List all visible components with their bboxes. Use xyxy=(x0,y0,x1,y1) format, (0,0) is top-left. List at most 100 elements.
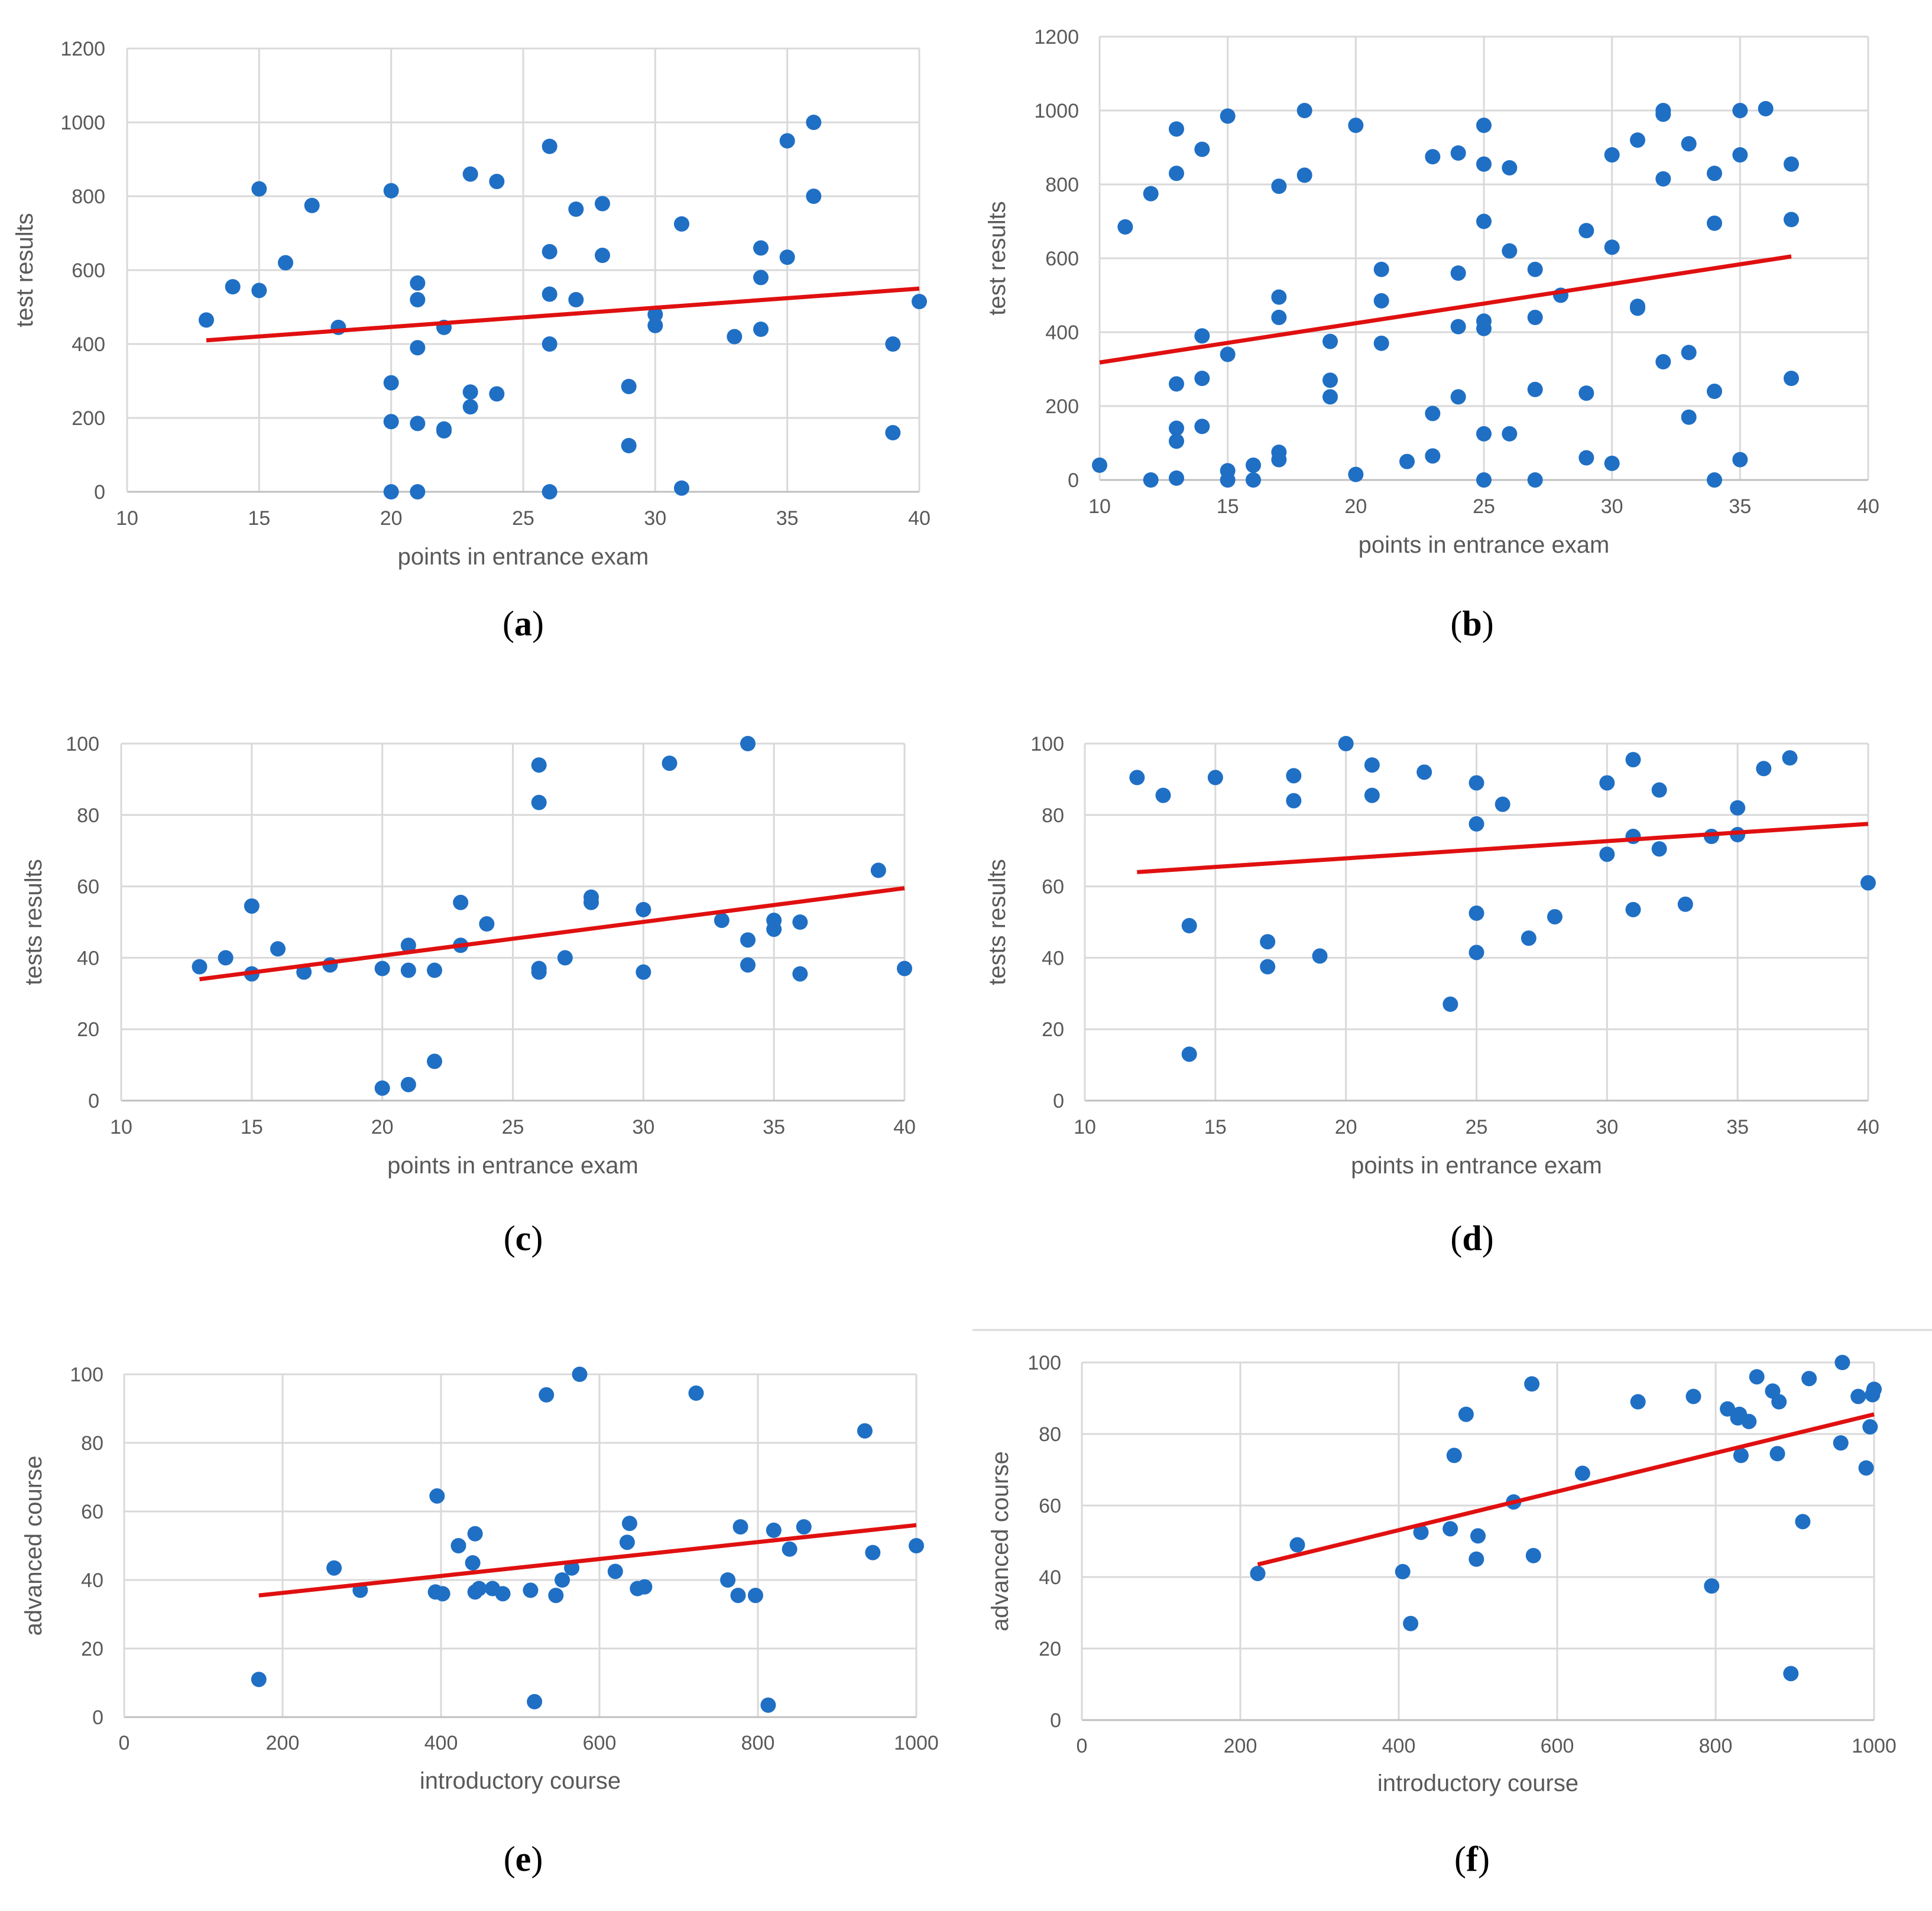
x-tick-label: 200 xyxy=(266,1732,300,1754)
y-axis-title: test results xyxy=(984,201,1010,315)
data-point xyxy=(1574,1465,1590,1481)
x-tick-label: 10 xyxy=(116,507,138,530)
data-point xyxy=(766,922,782,937)
data-point xyxy=(1260,934,1276,950)
data-point xyxy=(1246,472,1261,488)
data-point xyxy=(619,1534,635,1550)
data-point xyxy=(1749,1369,1765,1385)
data-point xyxy=(1446,1448,1462,1464)
data-point xyxy=(251,283,267,299)
data-point xyxy=(674,216,689,232)
data-point xyxy=(374,961,390,976)
data-point xyxy=(1129,770,1145,786)
y-tick-label: 20 xyxy=(77,1018,99,1041)
data-point xyxy=(753,322,769,337)
data-point xyxy=(1271,310,1287,325)
x-tick-label: 1000 xyxy=(894,1732,939,1754)
y-tick-label: 400 xyxy=(1045,322,1079,344)
data-point xyxy=(400,962,416,978)
x-tick-label: 25 xyxy=(1473,495,1495,518)
y-tick-label: 80 xyxy=(1042,804,1064,827)
data-point xyxy=(542,484,557,499)
x-tick-label: 35 xyxy=(1726,1116,1749,1138)
data-point xyxy=(607,1563,623,1579)
data-point xyxy=(1469,945,1484,961)
y-tick-label: 80 xyxy=(77,804,99,827)
data-point xyxy=(1194,418,1210,434)
data-point xyxy=(753,240,769,256)
data-point xyxy=(1599,846,1615,862)
data-point xyxy=(595,248,610,263)
data-point xyxy=(548,1588,564,1604)
data-point xyxy=(595,196,610,212)
data-point xyxy=(410,292,426,307)
trendline xyxy=(1099,254,1792,365)
data-point xyxy=(1413,1524,1429,1540)
data-point xyxy=(1834,1355,1850,1370)
data-point xyxy=(557,950,573,966)
x-tick-label: 15 xyxy=(1204,1116,1227,1138)
data-point xyxy=(1169,470,1184,486)
y-tick-label: 60 xyxy=(81,1501,103,1523)
x-tick-label: 10 xyxy=(1074,1116,1096,1138)
data-point xyxy=(1655,171,1671,187)
y-tick-label: 0 xyxy=(1053,1090,1064,1112)
chart-b: 10 15 20 25 30 35 40020040060080010001200point… xyxy=(984,26,1879,643)
y-axis-title: test results xyxy=(12,213,38,327)
y-tick-label: 40 xyxy=(77,947,99,969)
y-tick-label: 800 xyxy=(72,186,105,208)
data-point xyxy=(1502,243,1518,259)
data-point xyxy=(1117,219,1133,235)
y-tick-label: 80 xyxy=(81,1432,103,1455)
data-point xyxy=(1707,215,1722,231)
data-point xyxy=(865,1545,881,1560)
data-point xyxy=(1470,1528,1486,1544)
y-tick-label: 0 xyxy=(1050,1709,1061,1732)
data-point xyxy=(218,950,234,966)
data-point xyxy=(1850,1388,1866,1404)
chart-d: 10 15 20 25 30 35 40 0 20 40 60 80 100 points in entr… xyxy=(984,733,1879,1258)
data-point xyxy=(1260,959,1276,975)
data-point xyxy=(1630,1394,1646,1410)
data-point xyxy=(857,1423,873,1439)
data-point xyxy=(1833,1435,1849,1451)
data-point xyxy=(1169,420,1184,436)
data-point xyxy=(1801,1371,1817,1387)
data-point xyxy=(584,894,599,910)
data-point xyxy=(1220,108,1236,124)
data-point xyxy=(1403,1615,1419,1631)
data-point xyxy=(1442,996,1458,1012)
y-tick-label: 1200 xyxy=(60,38,105,60)
x-tick-label: 30 xyxy=(644,507,666,530)
data-point xyxy=(1732,103,1748,118)
data-point xyxy=(495,1586,511,1602)
x-tick-label: 25 xyxy=(512,507,534,530)
data-point xyxy=(647,307,663,322)
data-point xyxy=(1527,261,1543,277)
data-point xyxy=(806,115,822,130)
data-point xyxy=(1271,289,1287,305)
x-tick-label: 20 xyxy=(380,507,403,530)
data-point xyxy=(1707,166,1722,181)
data-point xyxy=(192,959,208,975)
data-point xyxy=(1730,800,1746,816)
y-tick-label: 80 xyxy=(1039,1423,1061,1446)
data-point xyxy=(410,275,426,291)
data-point xyxy=(1655,354,1671,369)
data-point xyxy=(1527,381,1543,397)
data-point xyxy=(747,1588,763,1604)
data-point xyxy=(225,279,241,295)
data-point xyxy=(1604,147,1620,163)
data-point xyxy=(1373,261,1389,277)
y-tick-label: 0 xyxy=(94,481,105,504)
data-point xyxy=(542,286,557,302)
data-point xyxy=(1322,333,1338,349)
x-tick-label: 800 xyxy=(1699,1735,1733,1757)
data-point xyxy=(568,201,584,217)
data-point xyxy=(1348,466,1364,482)
data-point xyxy=(1143,472,1159,488)
y-axis-title: advanced course xyxy=(987,1451,1013,1631)
data-point xyxy=(542,336,557,352)
y-tick-label: 600 xyxy=(72,259,105,282)
data-point xyxy=(1578,223,1594,239)
